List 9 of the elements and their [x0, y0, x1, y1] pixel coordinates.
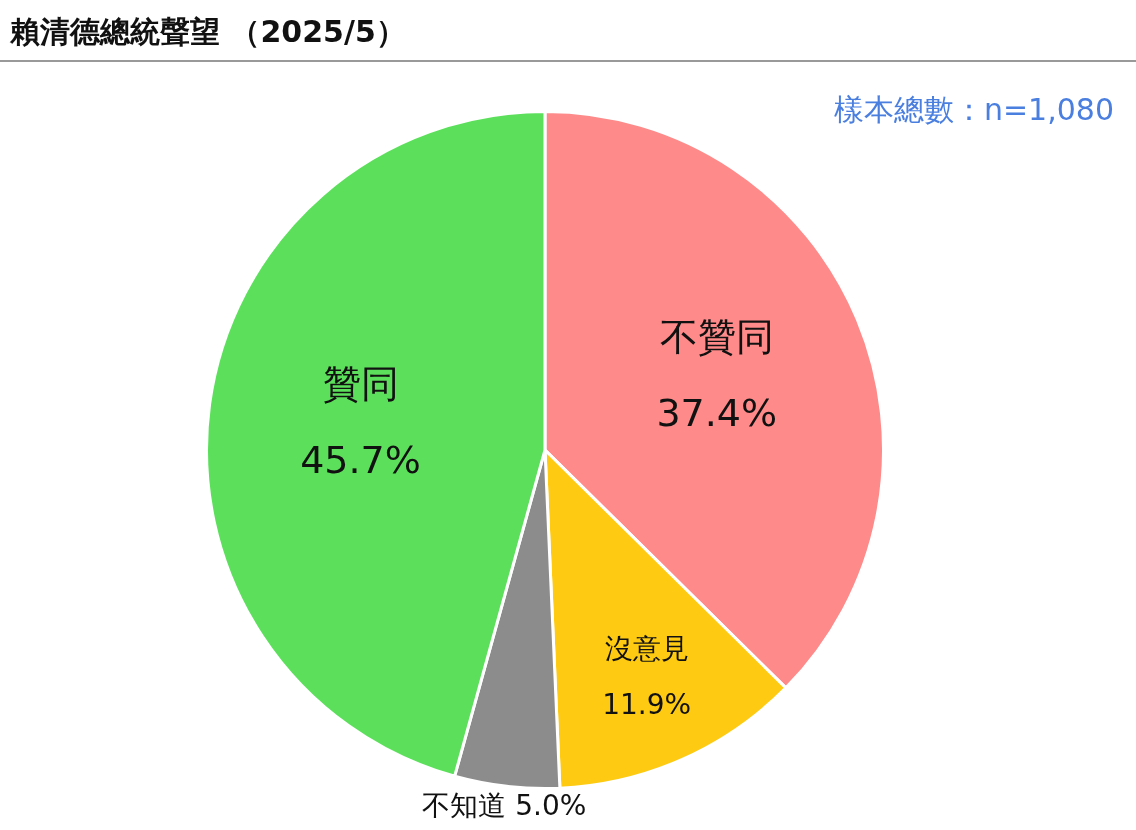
slice-label: 不知道 5.0%: [422, 789, 587, 823]
data-label: 37.4%: [656, 391, 778, 436]
slice-label: 不贊同: [659, 315, 774, 360]
slice-label: 沒意見: [604, 632, 689, 666]
data-label: 45.7%: [300, 437, 421, 482]
data-label: 11.9%: [602, 688, 692, 722]
text: 樣本總數：n=1,080: [833, 91, 1114, 129]
slice-label: 贊同: [322, 361, 399, 406]
chart-title: 賴清德總統聲望 （2025/5）: [10, 13, 406, 51]
